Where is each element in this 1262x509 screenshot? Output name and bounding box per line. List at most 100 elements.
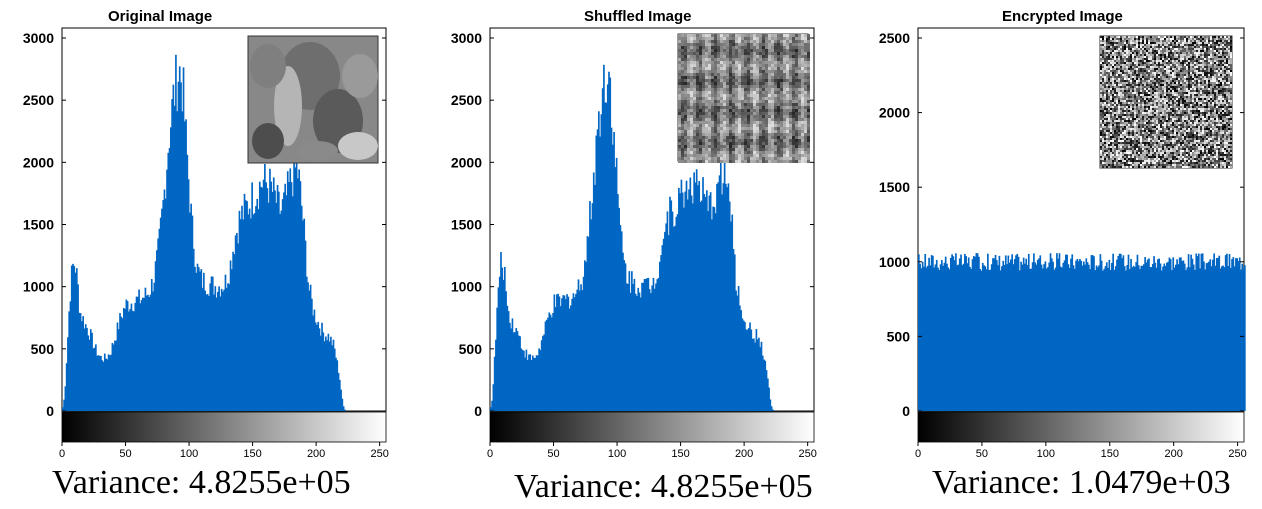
histogram-bar xyxy=(929,265,932,411)
y-tick-label: 0 xyxy=(46,403,54,419)
inset-shuffled-image xyxy=(677,33,810,163)
histogram-bar xyxy=(641,282,643,411)
x-tick-label: 250 xyxy=(370,448,388,460)
histogram-bar xyxy=(1201,253,1204,411)
histogram-bar xyxy=(506,305,509,411)
histogram-bar xyxy=(72,263,74,411)
histogram-bar xyxy=(338,379,341,411)
histogram-bar xyxy=(524,357,526,411)
histogram-bar xyxy=(241,205,243,411)
histogram-bar xyxy=(562,295,565,411)
histogram-bar xyxy=(637,287,640,411)
histogram-bar xyxy=(1067,264,1070,411)
histogram-bar xyxy=(572,293,575,411)
histogram-bar xyxy=(251,182,253,411)
histogram-bar xyxy=(1172,257,1175,411)
histogram-bar xyxy=(625,283,628,411)
histogram-bar xyxy=(1235,258,1237,411)
histogram-bar xyxy=(344,409,346,411)
histogram-bar xyxy=(553,294,556,411)
histogram-bar xyxy=(1084,264,1086,411)
histogram-bar xyxy=(341,398,344,411)
bars-group xyxy=(918,253,1246,411)
histogram-bar xyxy=(735,290,737,411)
histogram-bar xyxy=(224,274,227,411)
histogram-bar xyxy=(101,360,104,411)
histogram-bar xyxy=(270,181,273,411)
histogram-bar xyxy=(589,201,591,411)
histogram-bar xyxy=(1167,261,1169,411)
histogram-bar xyxy=(502,279,505,411)
histogram-bar xyxy=(722,183,725,411)
x-tick-label: 200 xyxy=(1165,448,1183,460)
histogram-bar xyxy=(1107,267,1109,411)
histogram-bar xyxy=(218,286,220,411)
histogram-bar xyxy=(680,179,683,411)
histogram-bar xyxy=(595,135,598,411)
histogram-bar xyxy=(1127,254,1130,411)
histogram-bar xyxy=(695,169,698,411)
histogram-bar xyxy=(1146,259,1149,411)
histogram-bar xyxy=(683,207,685,411)
histogram-bar xyxy=(921,261,924,411)
histogram-bar xyxy=(713,207,716,411)
histogram-bar xyxy=(650,293,652,411)
histogram-bar xyxy=(234,235,237,411)
histogram-bar xyxy=(281,199,284,411)
histogram-bar xyxy=(952,256,955,411)
y-tick-label: 500 xyxy=(459,341,483,357)
histogram-bar xyxy=(265,182,267,411)
histogram-bar xyxy=(1131,267,1134,411)
histogram-bar xyxy=(1148,258,1150,411)
x-tick-label: 100 xyxy=(1037,448,1055,460)
histogram-bar xyxy=(1104,266,1107,411)
histogram-bar xyxy=(285,195,288,411)
histogram-bar xyxy=(756,339,759,411)
histogram-bar xyxy=(1226,253,1228,411)
histogram-bar xyxy=(289,168,292,411)
histogram-bar xyxy=(617,194,619,411)
histogram-bar xyxy=(737,286,740,411)
histogram-bar xyxy=(575,293,577,411)
histogram-bar xyxy=(1119,253,1122,411)
histogram-bar xyxy=(999,270,1002,411)
histogram-bar xyxy=(180,82,182,412)
histogram-bar xyxy=(542,335,544,411)
histogram-bar xyxy=(684,191,687,411)
histogram-bar xyxy=(533,357,535,411)
histogram-bar xyxy=(496,307,499,411)
x-tick-label: 0 xyxy=(487,448,493,460)
grayscale-colorbar xyxy=(61,411,387,443)
histogram-bar xyxy=(638,292,641,411)
histogram-bar xyxy=(298,169,300,411)
bars-group xyxy=(490,64,774,412)
histogram-bar xyxy=(1178,257,1181,411)
histogram-bar xyxy=(1241,263,1244,411)
histogram-bar xyxy=(74,272,77,411)
histogram-bar xyxy=(244,200,247,411)
histogram-bar xyxy=(703,194,706,411)
histogram-bar xyxy=(1112,253,1114,411)
histogram-bar xyxy=(288,181,290,411)
histogram-bar xyxy=(1102,270,1104,411)
histogram-bar xyxy=(1117,255,1120,411)
histogram-bar xyxy=(979,269,982,411)
histogram-bar xyxy=(974,256,976,411)
histogram-bar xyxy=(89,329,92,411)
histogram-bar xyxy=(232,251,234,411)
histogram-bar xyxy=(316,324,318,411)
histogram-bar xyxy=(279,213,281,411)
histogram-bar xyxy=(1059,266,1062,411)
histogram-bar xyxy=(1103,268,1106,411)
histogram-bar xyxy=(955,253,957,411)
histogram-bar xyxy=(1044,261,1047,411)
histogram-bar xyxy=(264,163,266,411)
histogram-bar xyxy=(948,269,951,411)
histogram-bar xyxy=(965,256,967,411)
histogram-bar xyxy=(250,218,252,411)
histogram-bar xyxy=(106,359,109,411)
histogram-encrypted: 0 500 1000 1500 2000 2500 0 50 100 150 200 250 xyxy=(879,27,1247,460)
chart-title: Shuffled Image xyxy=(584,8,692,25)
histogram-bar xyxy=(1002,260,1005,411)
histogram-bar xyxy=(573,297,576,411)
